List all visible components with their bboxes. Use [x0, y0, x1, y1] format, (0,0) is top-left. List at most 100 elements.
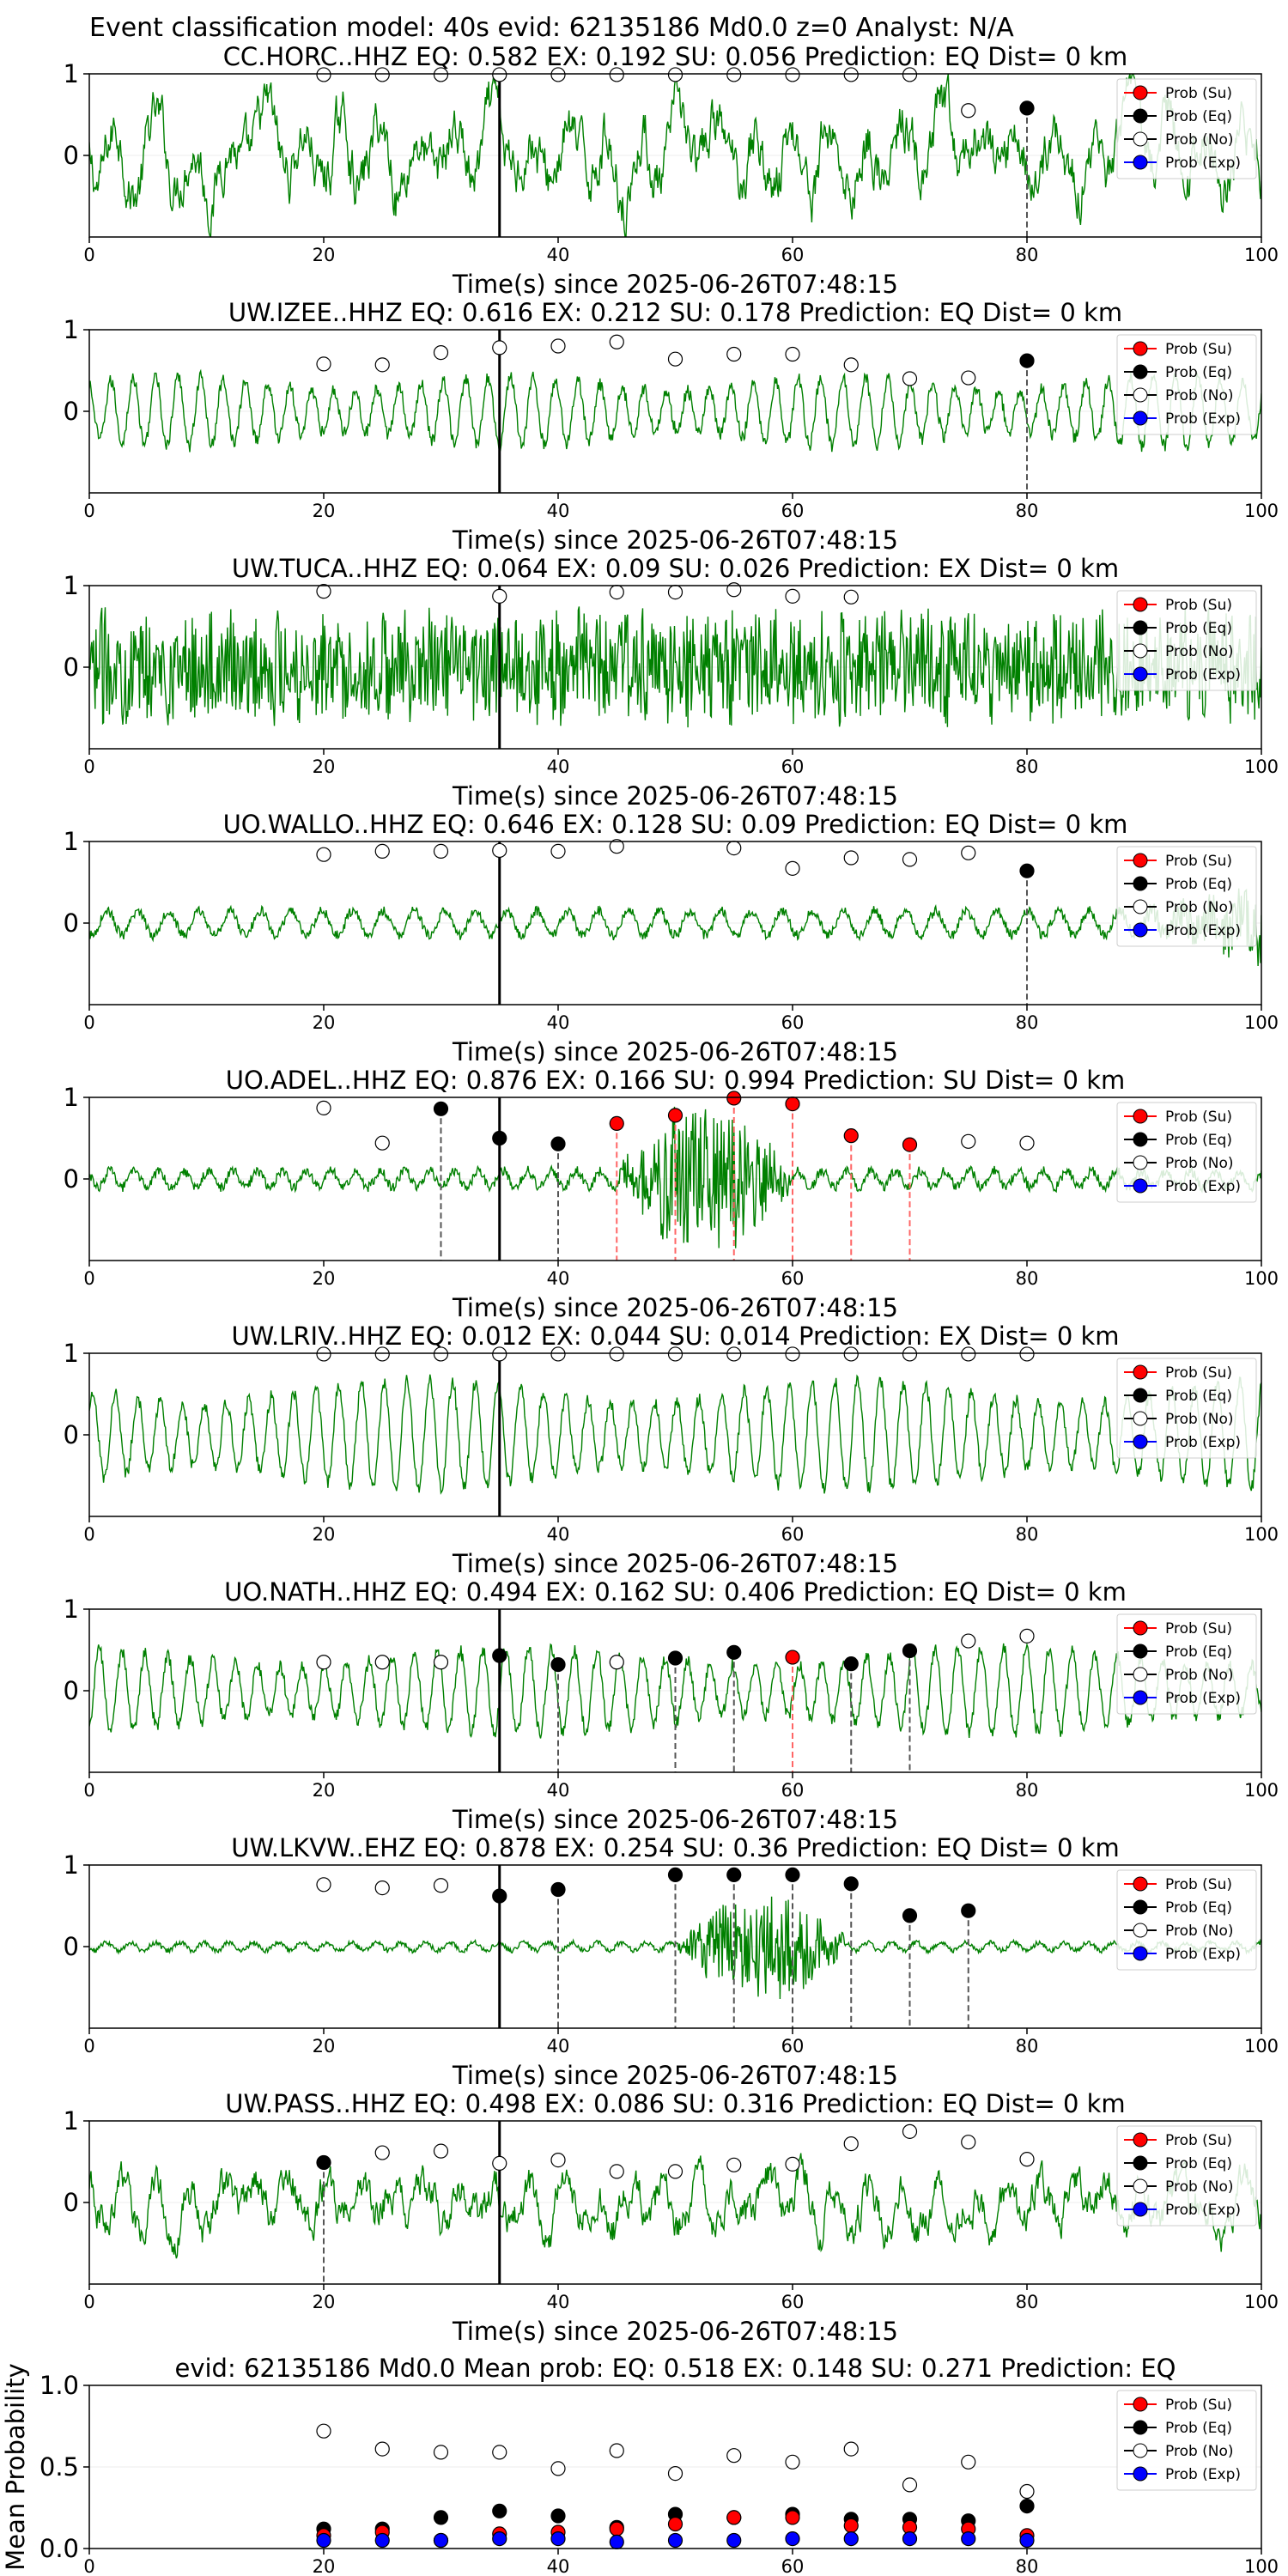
x-tick-label: 60	[781, 2292, 805, 2312]
x-tick-label: 20	[313, 2556, 336, 2576]
x-tick-label: 40	[547, 1524, 570, 1545]
x-tick-label: 60	[781, 756, 805, 777]
legend-label: Prob (Exp)	[1165, 155, 1241, 172]
marker-probno	[843, 2441, 859, 2457]
prob-no-marker	[785, 346, 800, 362]
y-tick-label: 1	[64, 827, 79, 856]
legend-marker	[1133, 1109, 1148, 1124]
legend-box	[1116, 1358, 1257, 1459]
x-tick-label: 20	[313, 245, 336, 265]
x-tick-label: 20	[313, 501, 336, 521]
x-axis-label: Time(s) since 2025-06-26T07:48:15	[452, 270, 898, 299]
prob-no-marker	[961, 103, 976, 118]
prob-no-marker	[785, 2156, 800, 2172]
x-tick-label: 0	[83, 2036, 94, 2057]
panel-2: UW.IZEE..HHZ EQ: 0.616 EX: 0.212 SU: 0.1…	[64, 298, 1279, 555]
prob-no-marker	[843, 589, 859, 605]
waveform-trace	[89, 888, 1261, 967]
legend-marker	[1133, 666, 1148, 682]
x-tick-label: 60	[781, 1268, 805, 1289]
prob-eq-marker	[726, 1644, 742, 1660]
panel-4: UO.WALLO..HHZ EQ: 0.646 EX: 0.128 SU: 0.…	[64, 810, 1279, 1066]
legend-label: Prob (Eq)	[1165, 1132, 1232, 1149]
legend-box	[1116, 1613, 1257, 1715]
legend-marker	[1133, 1178, 1148, 1194]
marker-probexp	[492, 2531, 507, 2547]
legend-marker	[1133, 364, 1148, 380]
x-tick-label: 0	[83, 756, 94, 777]
prob-no-marker	[843, 1346, 859, 1362]
legend-label: Prob (Su)	[1165, 1876, 1232, 1893]
prob-no-marker	[492, 842, 507, 859]
y-tick-label: 1	[64, 59, 79, 88]
prob-no-marker	[316, 1100, 331, 1115]
prob-no-marker	[433, 1878, 449, 1893]
x-tick-label: 40	[547, 2556, 570, 2576]
x-tick-label: 100	[1244, 501, 1279, 521]
legend-box	[1116, 1869, 1257, 1971]
marker-probexp	[785, 2531, 800, 2547]
x-axis-label: Time(s) since 2025-06-26T07:48:15	[452, 1293, 898, 1322]
legend-marker	[1133, 1620, 1148, 1636]
legend-marker	[1133, 853, 1148, 868]
prob-no-marker	[609, 839, 624, 854]
x-tick-label: 40	[547, 1268, 570, 1289]
panel-title: UW.LKVW..EHZ EQ: 0.878 EX: 0.254 SU: 0.3…	[231, 1833, 1120, 1862]
x-tick-label: 40	[547, 2036, 570, 2057]
prob-no-marker	[785, 67, 800, 82]
x-tick-label: 20	[313, 1268, 336, 1289]
prob-eq-marker	[667, 1650, 683, 1666]
marker-probno	[492, 2445, 507, 2460]
y-tick-label: 0	[64, 1164, 79, 1194]
marker-probno	[785, 2454, 800, 2470]
legend-box	[1116, 590, 1257, 691]
prob-no-marker	[726, 2157, 742, 2172]
prob-no-marker	[609, 584, 624, 600]
marker-probno	[374, 2441, 390, 2457]
panel-title: UO.NATH..HHZ EQ: 0.494 EX: 0.162 SU: 0.4…	[224, 1577, 1127, 1607]
legend-marker	[1133, 1132, 1148, 1147]
legend-label: Prob (Eq)	[1165, 620, 1232, 637]
x-tick-label: 0	[83, 245, 94, 265]
prob-no-marker	[667, 2164, 683, 2179]
x-tick-label: 100	[1244, 1012, 1279, 1033]
x-tick-label: 0	[83, 1524, 94, 1545]
prob-no-marker	[902, 67, 918, 82]
legend-marker	[1133, 1411, 1148, 1426]
legend-label: Prob (No)	[1165, 1923, 1234, 1940]
x-tick-label: 40	[547, 1780, 570, 1801]
x-tick-label: 60	[781, 2036, 805, 2057]
prob-no-marker	[550, 67, 566, 82]
panel-title: UW.LRIV..HHZ EQ: 0.012 EX: 0.044 SU: 0.0…	[231, 1321, 1119, 1351]
x-tick-label: 0	[83, 1268, 94, 1289]
legend-label: Prob (Su)	[1165, 341, 1232, 358]
prob-no-marker	[374, 1880, 390, 1896]
prob-no-marker	[726, 67, 742, 82]
prob-eq-marker	[902, 1908, 918, 1923]
legend-marker	[1133, 108, 1148, 124]
prob-no-marker	[433, 67, 449, 82]
marker-probexp	[550, 2531, 566, 2547]
prob-no-marker	[961, 1346, 976, 1362]
prob-eq-marker	[433, 1101, 449, 1116]
prob-no-marker	[433, 843, 449, 860]
legend-label: Prob (No)	[1165, 1411, 1234, 1428]
x-axis-label: Time(s) since 2025-06-26T07:48:15	[452, 1549, 898, 1578]
panel-10: evid: 62135186 Md0.0 Mean prob: EQ: 0.51…	[1, 2354, 1279, 2576]
legend-marker	[1133, 1434, 1148, 1449]
prob-no-marker	[609, 1655, 624, 1670]
legend-box	[1116, 2125, 1257, 2227]
prob-no-marker	[609, 334, 624, 349]
legend-label: Prob (Eq)	[1165, 1388, 1232, 1405]
x-axis-label: Time(s) since 2025-06-26T07:48:15	[452, 1037, 898, 1066]
legend-label: Prob (Su)	[1165, 1364, 1232, 1382]
prob-su-marker	[667, 1108, 683, 1123]
prob-no-marker	[374, 1655, 390, 1670]
marker-probexp	[316, 2532, 331, 2549]
y-tick-label: 0	[64, 1676, 79, 1705]
x-tick-label: 0	[83, 2556, 94, 2576]
panel-title: UO.ADEL..HHZ EQ: 0.876 EX: 0.166 SU: 0.9…	[226, 1066, 1126, 1095]
prob-no-marker	[726, 840, 742, 856]
legend-label: Prob (Exp)	[1165, 1690, 1241, 1707]
prob-no-marker	[726, 346, 742, 362]
